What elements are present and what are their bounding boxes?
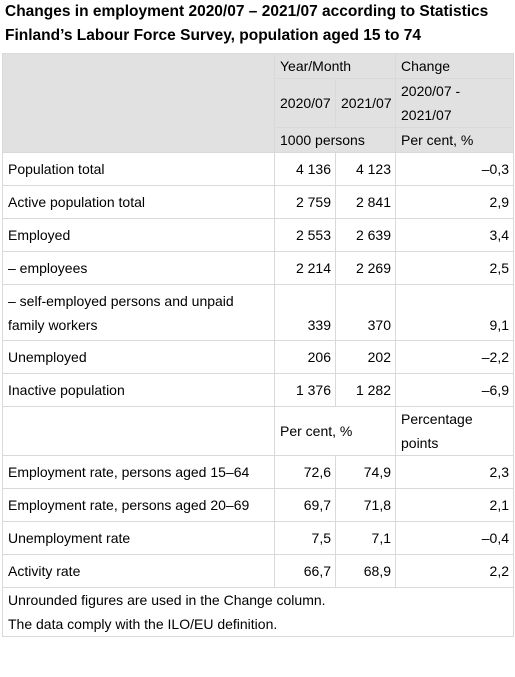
row-change: 3,4 xyxy=(395,218,514,252)
table-row: – self-employed persons and unpaid famil… xyxy=(2,284,514,341)
row-value-2020: 1 376 xyxy=(274,373,336,407)
row-change: 2,5 xyxy=(395,251,514,285)
row-label: Employment rate, persons aged 15–64 xyxy=(2,455,275,489)
header-col-change-period: 2020/07 - 2021/07 xyxy=(395,78,514,128)
header-blank-cell xyxy=(2,53,275,153)
row-value-2020: 2 553 xyxy=(274,218,336,252)
row-value-2021: 370 xyxy=(335,284,396,341)
subheader-unit-percent: Per cent, % xyxy=(274,406,396,456)
row-value-2021: 1 282 xyxy=(335,373,396,407)
table-row: Inactive population 1 376 1 282 –6,9 xyxy=(2,373,514,407)
row-label: Unemployed xyxy=(2,340,275,374)
row-change: 2,1 xyxy=(395,488,514,522)
row-change: 9,1 xyxy=(395,284,514,341)
header-col-2020: 2020/07 xyxy=(274,78,336,128)
header-unit-persons: 1000 persons xyxy=(274,127,396,153)
table-row: – employees 2 214 2 269 2,5 xyxy=(2,251,514,285)
table-row: Unemployment rate 7,5 7,1 –0,4 xyxy=(2,521,514,555)
row-value-2021: 7,1 xyxy=(335,521,396,555)
row-value-2021: 2 841 xyxy=(335,185,396,219)
table-row: Employment rate, persons aged 15–64 72,6 7… xyxy=(2,455,514,489)
header-row-3: 1000 persons Per cent, % xyxy=(3,127,514,153)
employment-table: Year/Month Change 2020/07 2021/07 2020/0… xyxy=(2,53,514,637)
row-value-2020: 4 136 xyxy=(274,152,336,186)
row-value-2021: 74,9 xyxy=(335,455,396,489)
row-value-2021: 71,8 xyxy=(335,488,396,522)
rates-section: Employment rate, persons aged 15–64 72,6 7… xyxy=(2,455,514,588)
table-row: Employment rate, persons aged 20–69 69,7 7… xyxy=(2,488,514,522)
header-row-2: 2020/07 2021/07 2020/07 - 2021/07 xyxy=(3,78,514,128)
row-label: Active population total xyxy=(2,185,275,219)
row-change: –0,4 xyxy=(395,521,514,555)
row-value-2020: 69,7 xyxy=(274,488,336,522)
header-year-month: Year/Month xyxy=(274,53,396,79)
subheader-unit-points: Percentage points xyxy=(395,406,514,456)
footnote-1: Unrounded figures are used in the Change… xyxy=(8,592,326,608)
row-label: Activity rate xyxy=(2,554,275,588)
row-value-2020: 2 759 xyxy=(274,185,336,219)
table-row: Active population total 2 759 2 841 2,9 xyxy=(2,185,514,219)
header-unit-percent: Per cent, % xyxy=(395,127,514,153)
table-title: Changes in employment 2020/07 – 2021/07 … xyxy=(5,3,489,44)
subheader-row: Per cent, % Percentage points xyxy=(2,406,514,456)
row-label: Inactive population xyxy=(2,373,275,407)
row-change: –6,9 xyxy=(395,373,514,407)
table-row: Unemployed 206 202 –2,2 xyxy=(2,340,514,374)
row-label: Unemployment rate xyxy=(2,521,275,555)
row-label: Employed xyxy=(2,218,275,252)
row-value-2020: 206 xyxy=(274,340,336,374)
row-value-2020: 339 xyxy=(274,284,336,341)
persons-section: Population total 4 136 4 123 –0,3 Active pop… xyxy=(2,152,514,407)
footnotes: Unrounded figures are used in the Change… xyxy=(2,587,514,637)
footnote-row: Unrounded figures are used in the Change… xyxy=(2,587,514,637)
header-row-1: Year/Month Change xyxy=(2,53,514,153)
row-value-2020: 72,6 xyxy=(274,455,336,489)
row-change: –2,2 xyxy=(395,340,514,374)
table-row: Activity rate 66,7 68,9 2,2 xyxy=(2,554,514,588)
table-row: Employed 2 553 2 639 3,4 xyxy=(2,218,514,252)
row-value-2020: 66,7 xyxy=(274,554,336,588)
row-change: 2,2 xyxy=(395,554,514,588)
subheader-blank-cell xyxy=(2,406,275,456)
row-label: Population total xyxy=(2,152,275,186)
row-value-2020: 2 214 xyxy=(274,251,336,285)
row-change: 2,3 xyxy=(395,455,514,489)
row-value-2021: 2 269 xyxy=(335,251,396,285)
row-label: – self-employed persons and unpaid famil… xyxy=(2,284,275,341)
row-value-2021: 4 123 xyxy=(335,152,396,186)
row-label: – employees xyxy=(2,251,275,285)
table-row: Population total 4 136 4 123 –0,3 xyxy=(2,152,514,186)
row-label: Employment rate, persons aged 20–69 xyxy=(2,488,275,522)
row-change: –0,3 xyxy=(395,152,514,186)
header-col-2021: 2021/07 xyxy=(335,78,396,128)
header-change: Change xyxy=(395,53,514,79)
row-value-2021: 202 xyxy=(335,340,396,374)
row-value-2021: 2 639 xyxy=(335,218,396,252)
row-value-2020: 7,5 xyxy=(274,521,336,555)
row-change: 2,9 xyxy=(395,185,514,219)
footnote-2: The data comply with the ILO/EU definiti… xyxy=(8,616,278,632)
row-value-2021: 68,9 xyxy=(335,554,396,588)
